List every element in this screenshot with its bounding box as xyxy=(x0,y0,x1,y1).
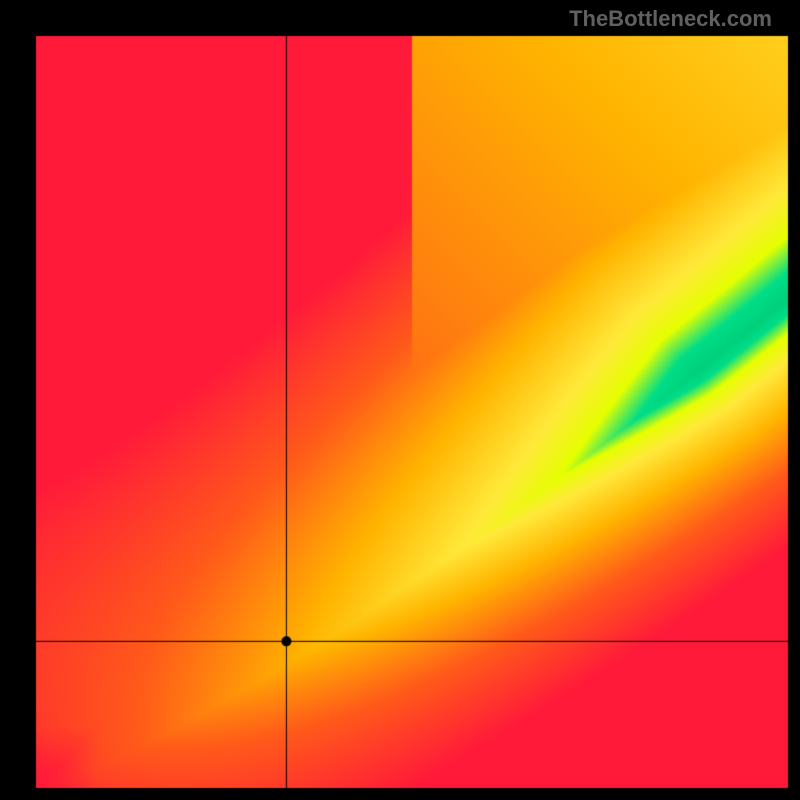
bottleneck-heatmap xyxy=(0,0,800,800)
watermark-text: TheBottleneck.com xyxy=(569,6,772,32)
chart-container: TheBottleneck.com xyxy=(0,0,800,800)
